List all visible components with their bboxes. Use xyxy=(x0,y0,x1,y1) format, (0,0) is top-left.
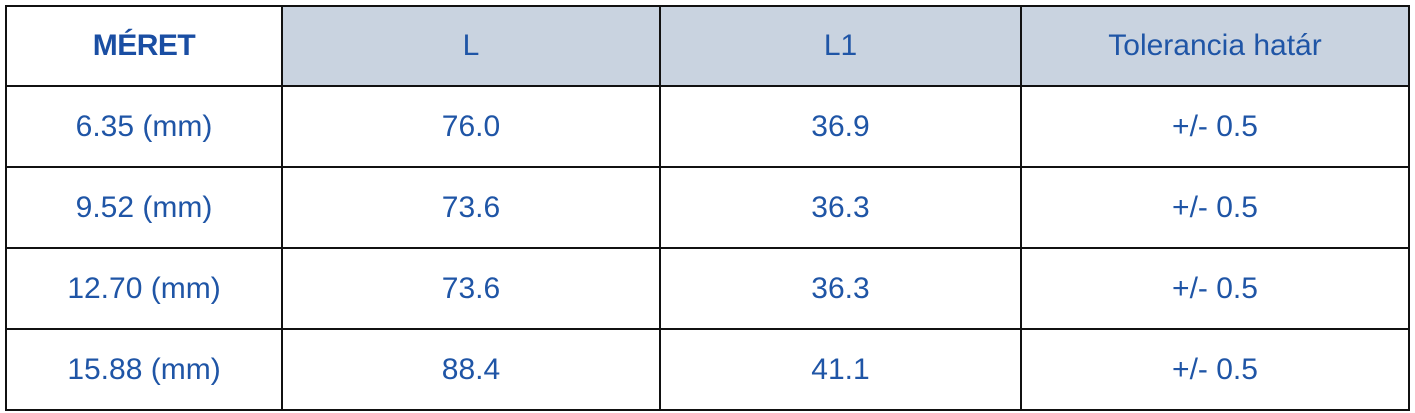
header-cell: Tolerancia határ xyxy=(1020,5,1410,87)
table-cell: 36.3 xyxy=(659,166,1022,249)
table-cell: 36.9 xyxy=(659,85,1022,168)
header-row: MÉRET L L1 Tolerancia határ xyxy=(5,5,1410,87)
table-cell: 73.6 xyxy=(281,247,661,330)
size-table: MÉRET L L1 Tolerancia határ 6.35 (mm) 76.0 36… xyxy=(5,5,1410,411)
table-row: 6.35 (mm) 76.0 36.9 +/- 0.5 xyxy=(5,85,1410,168)
table-cell: 36.3 xyxy=(659,247,1022,330)
header-cell: MÉRET xyxy=(5,5,283,87)
table-row: 15.88 (mm) 88.4 41.1 +/- 0.5 xyxy=(5,328,1410,411)
table-cell: 15.88 (mm) xyxy=(5,328,283,411)
table-cell: 73.6 xyxy=(281,166,661,249)
table-cell: +/- 0.5 xyxy=(1020,247,1410,330)
table-cell: 9.52 (mm) xyxy=(5,166,283,249)
table-cell: 12.70 (mm) xyxy=(5,247,283,330)
table-cell: 76.0 xyxy=(281,85,661,168)
header-cell: L xyxy=(281,5,661,87)
header-cell: L1 xyxy=(659,5,1022,87)
table-cell: 88.4 xyxy=(281,328,661,411)
table-row: 12.70 (mm) 73.6 36.3 +/- 0.5 xyxy=(5,247,1410,330)
table-cell: +/- 0.5 xyxy=(1020,85,1410,168)
table-cell: 41.1 xyxy=(659,328,1022,411)
table-body: 6.35 (mm) 76.0 36.9 +/- 0.5 9.52 (mm) 73.6 36.… xyxy=(5,85,1410,411)
table-cell: 6.35 (mm) xyxy=(5,85,283,168)
table-cell: +/- 0.5 xyxy=(1020,328,1410,411)
table-cell: +/- 0.5 xyxy=(1020,166,1410,249)
table-row: 9.52 (mm) 73.6 36.3 +/- 0.5 xyxy=(5,166,1410,249)
